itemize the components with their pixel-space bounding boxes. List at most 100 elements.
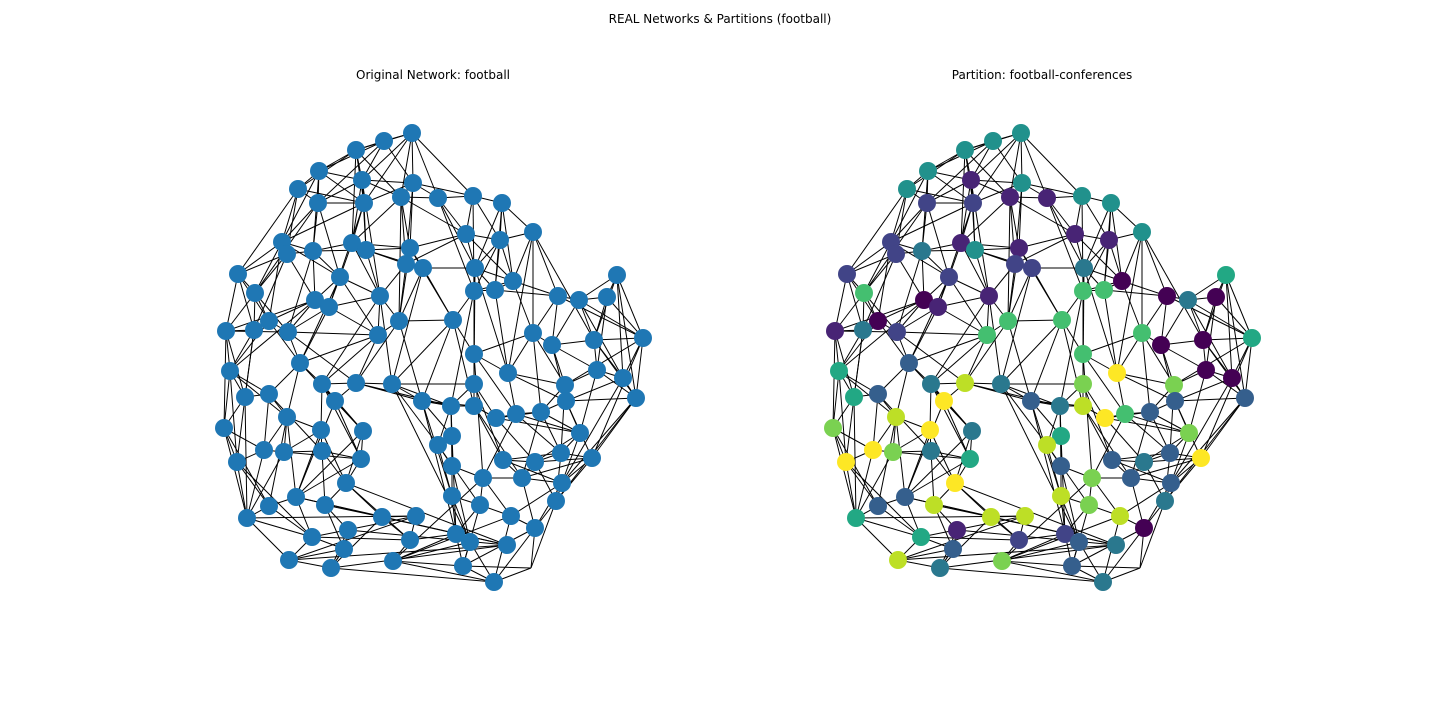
partition-network-edge bbox=[896, 331, 988, 336]
original-network-node bbox=[598, 288, 616, 306]
partition-network-node bbox=[898, 180, 916, 198]
original-network-edge bbox=[299, 334, 379, 364]
original-network-node bbox=[552, 444, 570, 462]
partition-network-edge bbox=[895, 362, 910, 418]
original-network-edge bbox=[237, 273, 255, 331]
partition-network-node bbox=[1080, 496, 1098, 514]
partition-network-edge bbox=[855, 517, 899, 561]
original-network-node bbox=[543, 336, 561, 354]
partition-network-edge bbox=[920, 536, 1020, 541]
original-network-node bbox=[287, 488, 305, 506]
partition-network-node bbox=[993, 552, 1011, 570]
partition-network-node bbox=[1001, 188, 1019, 206]
original-network-edge bbox=[515, 413, 562, 454]
original-network-edge bbox=[246, 451, 285, 519]
original-network-node bbox=[413, 392, 431, 410]
partition-network-node bbox=[869, 497, 887, 515]
partition-network-node bbox=[1016, 507, 1034, 525]
partition-network-edge bbox=[832, 330, 836, 429]
partition-network-node bbox=[1135, 519, 1153, 537]
original-network-node bbox=[526, 453, 544, 471]
partition-network-edge bbox=[920, 515, 1026, 538]
partition-network-node bbox=[982, 508, 1000, 526]
original-network-node bbox=[353, 171, 371, 189]
original-network-node bbox=[309, 194, 327, 212]
original-network-edge bbox=[473, 405, 523, 479]
original-network-node bbox=[392, 188, 410, 206]
original-network-node bbox=[443, 457, 461, 475]
original-network-edge bbox=[236, 396, 246, 463]
partition-network-edge bbox=[1141, 231, 1168, 297]
partition-network-edge bbox=[838, 370, 847, 463]
partition-network-node bbox=[1102, 194, 1120, 212]
original-network-edge bbox=[392, 560, 495, 583]
original-network-edge bbox=[409, 233, 467, 249]
partition-network-node bbox=[1158, 287, 1176, 305]
partition-network-edge bbox=[853, 329, 864, 398]
original-network-node bbox=[547, 492, 565, 510]
partition-network-edge bbox=[1059, 290, 1084, 407]
original-network-edge bbox=[225, 273, 239, 332]
original-network-node bbox=[371, 287, 389, 305]
partition-network-edge bbox=[939, 516, 992, 569]
original-network-node bbox=[322, 559, 340, 577]
original-network-node bbox=[404, 174, 422, 192]
original-network-edge bbox=[328, 202, 365, 308]
partition-network-edge bbox=[972, 132, 1022, 204]
partition-network-edge bbox=[1173, 337, 1253, 386]
partition-network-edge bbox=[832, 370, 840, 429]
original-network-edge bbox=[268, 393, 323, 452]
original-network-node bbox=[498, 536, 516, 554]
partition-network-edge bbox=[1046, 197, 1085, 269]
original-network-node bbox=[487, 409, 505, 427]
original-network-node bbox=[326, 392, 344, 410]
original-network-node bbox=[571, 424, 589, 442]
partition-network-node bbox=[1197, 361, 1215, 379]
partition-network-node bbox=[1095, 281, 1113, 299]
partition-network-edge bbox=[960, 196, 1011, 244]
original-network-node bbox=[526, 519, 544, 537]
original-network-node bbox=[494, 451, 512, 469]
partition-network-node bbox=[1135, 453, 1153, 471]
partition-network-node bbox=[978, 326, 996, 344]
original-network-edge bbox=[437, 444, 481, 506]
original-network-node bbox=[229, 265, 247, 283]
partition-network-node bbox=[1217, 266, 1235, 284]
partition-network-node bbox=[922, 375, 940, 393]
partition-network-edge bbox=[846, 273, 864, 331]
original-network-node bbox=[304, 242, 322, 260]
original-network-edge bbox=[330, 544, 508, 569]
original-network-edge bbox=[246, 517, 313, 538]
original-network-node bbox=[429, 436, 447, 454]
original-network-node bbox=[339, 521, 357, 539]
partition-network-node bbox=[921, 421, 939, 439]
original-network-node bbox=[355, 194, 373, 212]
original-network-node bbox=[485, 573, 503, 591]
partition-network-node bbox=[1180, 424, 1198, 442]
partition-network-node bbox=[1066, 225, 1084, 243]
partition-network-node bbox=[1010, 531, 1028, 549]
partition-network-node bbox=[1094, 573, 1112, 591]
original-network-edge bbox=[593, 339, 637, 399]
original-network-node bbox=[532, 403, 550, 421]
partition-network-node bbox=[962, 171, 980, 189]
original-network-node bbox=[457, 225, 475, 243]
original-network-edge bbox=[229, 370, 238, 463]
partition-network-node bbox=[940, 268, 958, 286]
right-panel-title: Partition: football-conferences bbox=[951, 68, 1133, 82]
original-network-node bbox=[627, 389, 645, 407]
partition-network-edge bbox=[1187, 299, 1253, 339]
partition-network-edge bbox=[1082, 353, 1126, 415]
partition-network-node bbox=[1010, 239, 1028, 257]
original-network-node bbox=[228, 453, 246, 471]
partition-network-node bbox=[830, 362, 848, 380]
partition-network-edge bbox=[1202, 339, 1246, 399]
original-network-edge bbox=[286, 416, 297, 498]
original-network-node bbox=[260, 385, 278, 403]
original-network-node bbox=[570, 291, 588, 309]
original-network-edge bbox=[295, 429, 322, 498]
partition-network-edge bbox=[964, 320, 1009, 384]
partition-network-edge bbox=[1083, 202, 1112, 269]
partition-network-edge bbox=[930, 295, 990, 385]
original-network-node bbox=[347, 141, 365, 159]
